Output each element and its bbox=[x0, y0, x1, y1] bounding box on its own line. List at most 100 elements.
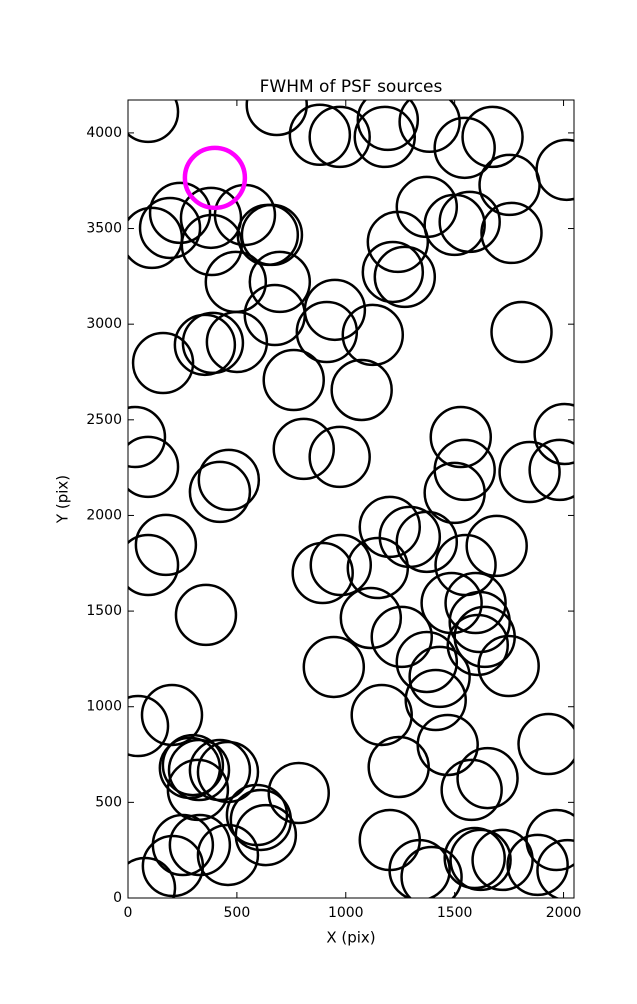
source-circle bbox=[205, 310, 269, 374]
source-circle bbox=[395, 510, 459, 574]
source-circle bbox=[128, 533, 180, 597]
source-circle bbox=[449, 828, 512, 892]
source-circle bbox=[128, 435, 180, 499]
x-axis-label: X (pix) bbox=[326, 929, 375, 947]
source-circle bbox=[240, 203, 304, 267]
source-circle bbox=[339, 586, 403, 650]
source-circle bbox=[346, 536, 410, 600]
source-circle bbox=[420, 571, 483, 635]
source-circle bbox=[367, 735, 430, 799]
y-tick-label: 3000 bbox=[86, 316, 122, 332]
source-circle bbox=[128, 405, 167, 469]
source-circle bbox=[528, 438, 574, 502]
source-circle bbox=[309, 533, 373, 597]
source-circle bbox=[533, 402, 574, 466]
source-circle bbox=[429, 405, 493, 469]
source-circle bbox=[161, 733, 225, 797]
y-tick-label: 500 bbox=[95, 794, 122, 810]
y-tick-label: 0 bbox=[113, 890, 122, 906]
source-circle bbox=[148, 181, 212, 245]
source-circle bbox=[490, 300, 553, 364]
source-circle bbox=[404, 668, 467, 732]
source-circle bbox=[181, 311, 245, 375]
source-circle bbox=[358, 495, 422, 559]
y-tick-label: 2500 bbox=[86, 412, 122, 428]
source-circle bbox=[128, 100, 180, 144]
x-tick-label: 1500 bbox=[437, 905, 473, 921]
source-circle bbox=[506, 833, 569, 897]
source-circle bbox=[131, 331, 195, 395]
source-circle bbox=[535, 138, 574, 202]
plot-area bbox=[128, 100, 574, 898]
source-circle bbox=[188, 460, 252, 524]
source-circle bbox=[167, 738, 231, 802]
source-circle bbox=[440, 758, 503, 822]
source-circle bbox=[197, 448, 261, 512]
source-circle bbox=[423, 461, 486, 525]
y-tick-label: 4000 bbox=[86, 125, 122, 141]
source-circle bbox=[353, 105, 417, 169]
source-circle bbox=[174, 583, 238, 647]
source-circle bbox=[308, 425, 371, 489]
source-circle bbox=[517, 712, 574, 776]
source-circle bbox=[288, 103, 352, 167]
source-circle bbox=[341, 303, 405, 367]
y-tick-label: 1000 bbox=[86, 699, 122, 715]
source-circle bbox=[295, 300, 359, 364]
source-circle bbox=[182, 145, 248, 211]
source-circle bbox=[134, 513, 198, 577]
source-circle bbox=[356, 100, 420, 152]
source-circle bbox=[461, 105, 524, 169]
x-tick-label: 2000 bbox=[546, 905, 582, 921]
source-circle bbox=[433, 116, 496, 180]
source-circle bbox=[373, 245, 437, 309]
source-circle bbox=[196, 823, 260, 887]
source-circle bbox=[370, 605, 433, 669]
source-circle bbox=[179, 186, 243, 250]
source-circle bbox=[446, 613, 509, 677]
source-circle bbox=[308, 105, 371, 169]
source-circle bbox=[128, 856, 177, 898]
x-tick-label: 500 bbox=[224, 905, 251, 921]
source-circle bbox=[243, 283, 307, 347]
source-circle bbox=[408, 645, 471, 709]
source-circle bbox=[350, 683, 413, 747]
source-circle bbox=[128, 694, 170, 758]
source-circle bbox=[525, 808, 574, 872]
source-circle bbox=[291, 541, 354, 605]
source-circle bbox=[302, 635, 366, 699]
source-circle bbox=[272, 417, 335, 481]
source-circle bbox=[438, 190, 501, 254]
source-circle bbox=[536, 838, 574, 898]
source-circle bbox=[248, 250, 312, 314]
x-tick-label: 1000 bbox=[328, 905, 364, 921]
source-circle bbox=[128, 206, 184, 270]
y-tick-label: 1500 bbox=[86, 603, 122, 619]
source-circle bbox=[423, 193, 486, 257]
source-circle bbox=[400, 845, 463, 898]
source-circle bbox=[168, 813, 232, 877]
source-circle bbox=[366, 210, 430, 274]
source-circle bbox=[188, 738, 252, 802]
source-circle bbox=[141, 834, 205, 898]
source-circle bbox=[245, 100, 308, 137]
source-circle bbox=[398, 100, 461, 154]
source-circle bbox=[234, 803, 298, 867]
source-circle bbox=[498, 440, 561, 504]
plot-frame bbox=[127, 99, 575, 899]
source-circle bbox=[456, 746, 519, 810]
source-circle bbox=[361, 240, 425, 304]
source-circle bbox=[416, 713, 479, 777]
source-circle bbox=[477, 634, 540, 698]
source-circle bbox=[267, 761, 330, 825]
source-circle bbox=[395, 630, 459, 694]
source-circle bbox=[138, 196, 202, 260]
source-circle bbox=[443, 826, 506, 890]
y-tick-label: 3500 bbox=[86, 221, 122, 237]
chart-title: FWHM of PSF sources bbox=[260, 77, 443, 97]
source-circle bbox=[388, 838, 451, 898]
source-circle bbox=[395, 175, 459, 239]
source-circle bbox=[480, 201, 543, 265]
x-tick-label: 0 bbox=[124, 905, 133, 921]
